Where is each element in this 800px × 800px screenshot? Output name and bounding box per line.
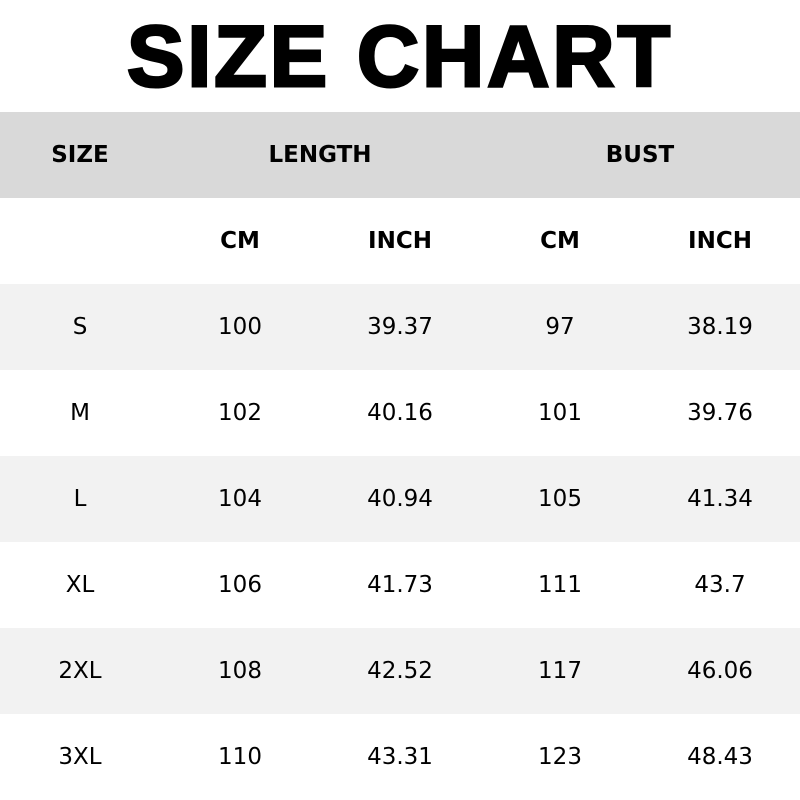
cell-bust-cm: 101 — [538, 400, 582, 426]
unit-inch: INCH — [688, 228, 752, 254]
cell-length-inch: 39.37 — [367, 314, 433, 340]
cell-bust-cm: 111 — [538, 572, 582, 598]
cell-length-cm: 100 — [218, 314, 262, 340]
cell-bust-inch: 41.34 — [687, 486, 753, 512]
header-size: SIZE — [51, 142, 109, 168]
cell-length-cm: 110 — [218, 744, 262, 770]
cell-length-inch: 42.52 — [367, 658, 433, 684]
cell-size: L — [73, 486, 87, 512]
cell-bust-inch: 38.19 — [687, 314, 753, 340]
cell-size: XL — [65, 572, 95, 598]
cell-length-inch: 41.73 — [367, 572, 433, 598]
cell-length-cm: 104 — [218, 486, 262, 512]
cell-bust-inch: 46.06 — [687, 658, 753, 684]
cell-size: M — [70, 400, 90, 426]
cell-bust-cm: 117 — [538, 658, 582, 684]
cell-bust-cm: 123 — [538, 744, 582, 770]
table-row: M 102 40.16 101 39.76 — [0, 370, 800, 456]
cell-bust-inch: 48.43 — [687, 744, 753, 770]
cell-size: 2XL — [58, 658, 102, 684]
cell-size: S — [72, 314, 88, 340]
table-row: S 100 39.37 97 38.19 — [0, 284, 800, 370]
table-row: 2XL 108 42.52 117 46.06 — [0, 628, 800, 714]
cell-length-inch: 40.94 — [367, 486, 433, 512]
cell-bust-cm: 105 — [538, 486, 582, 512]
cell-length-cm: 108 — [218, 658, 262, 684]
cell-length-inch: 43.31 — [367, 744, 433, 770]
unit-cm: CM — [220, 228, 260, 254]
cell-bust-cm: 97 — [545, 314, 575, 340]
units-row: CM INCH CM INCH — [0, 198, 800, 284]
cell-length-inch: 40.16 — [367, 400, 433, 426]
table-row: XL 106 41.73 111 43.7 — [0, 542, 800, 628]
table-row: L 104 40.94 105 41.34 — [0, 456, 800, 542]
cell-size: 3XL — [58, 744, 102, 770]
table-header: SIZE LENGTH BUST — [0, 112, 800, 198]
unit-cm: CM — [540, 228, 580, 254]
table-row: 3XL 110 43.31 123 48.43 — [0, 714, 800, 800]
size-table: SIZE LENGTH BUST CM INCH CM INCH S 100 39.… — [0, 112, 800, 800]
unit-inch: INCH — [368, 228, 432, 254]
cell-length-cm: 106 — [218, 572, 262, 598]
page-title: SIZE CHART — [126, 9, 673, 105]
header-bust: BUST — [605, 142, 675, 168]
header-length: LENGTH — [268, 142, 372, 168]
cell-bust-inch: 43.7 — [694, 572, 746, 598]
cell-bust-inch: 39.76 — [687, 400, 753, 426]
cell-length-cm: 102 — [218, 400, 262, 426]
